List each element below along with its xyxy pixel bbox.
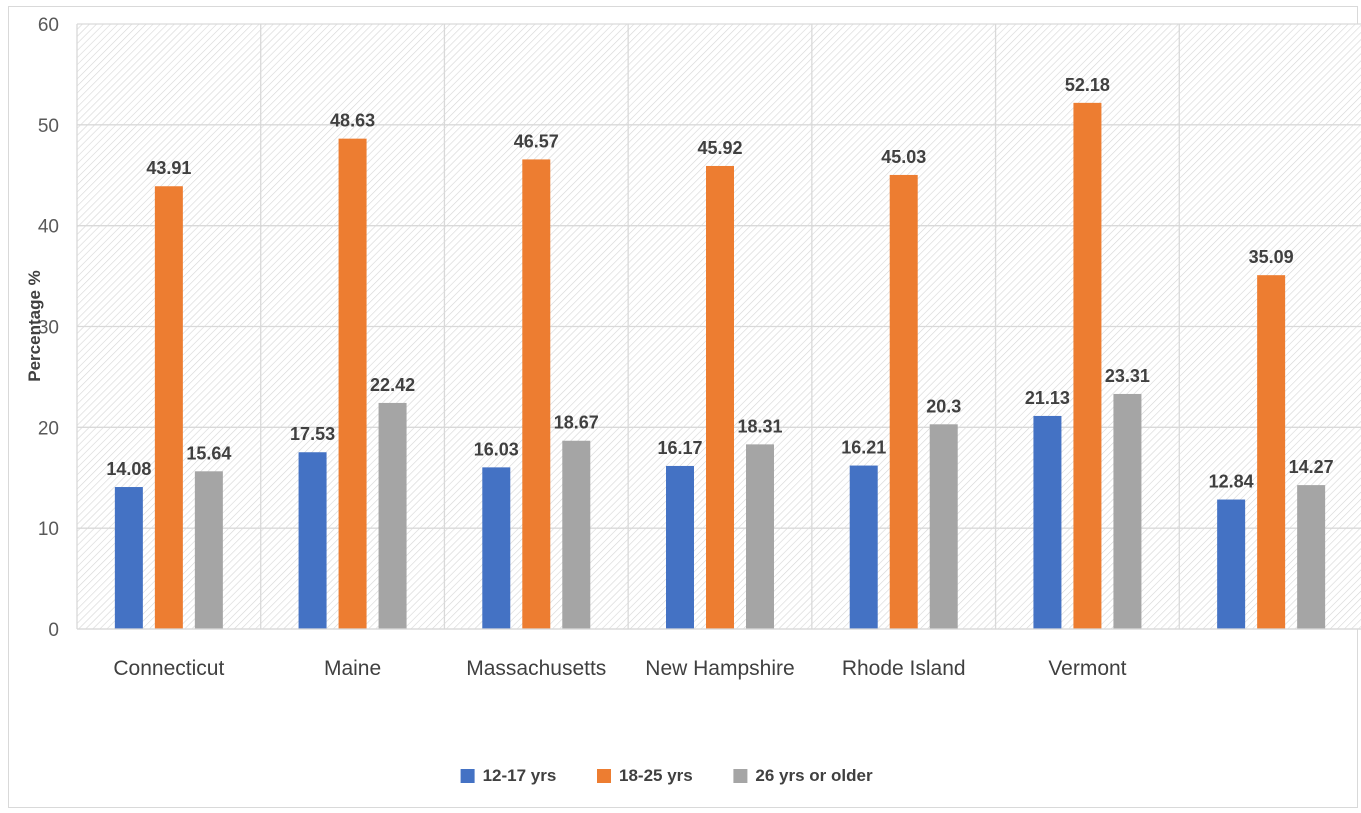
legend-swatch (460, 769, 475, 783)
bar-12-17-yrs-connecticut (114, 487, 143, 629)
bar-18-25-yrs-maine (338, 138, 367, 629)
legend: 12-17 yrs 18-25 yrs 26 yrs or older (460, 766, 873, 785)
data-label: 45.92 (697, 138, 742, 158)
bar-12-17-yrs-rhode-island (849, 465, 878, 629)
data-label: 48.63 (330, 111, 375, 131)
x-axis: Connecticut Maine Massachusetts New Hampshi… (77, 628, 1361, 680)
legend-item-12-17-yrs: 12-17 yrs (460, 766, 557, 785)
data-label: 14.08 (106, 459, 151, 479)
bar-12-17-yrs-maine (298, 452, 327, 629)
legend-swatch (597, 769, 611, 783)
bar-26-yrs-or-older-massachusetts (562, 440, 591, 629)
data-label: 18.67 (554, 413, 599, 433)
legend-label: 18-25 yrs (619, 766, 693, 785)
y-tick-label: 30 (38, 318, 59, 339)
x-category-label: Vermont (1048, 657, 1126, 680)
legend-label: 12-17 yrs (483, 766, 557, 785)
data-label: 35.09 (1249, 247, 1294, 267)
y-tick-label: 50 (38, 116, 59, 137)
x-category-label: Maine (324, 657, 381, 680)
bar-12-17-yrs-6 (1217, 499, 1246, 629)
bar-26-yrs-or-older-connecticut (194, 471, 223, 629)
y-axis: 0 10 20 30 40 50 60 (38, 15, 59, 641)
y-tick-label: 20 (38, 418, 59, 439)
data-label: 22.42 (370, 375, 415, 395)
data-label: 23.31 (1105, 366, 1150, 386)
bar-18-25-yrs-massachusetts (522, 159, 551, 629)
bar-26-yrs-or-older-new-hampshire (746, 444, 774, 629)
legend-swatch (733, 769, 748, 783)
x-category-label: Massachusetts (466, 657, 606, 680)
data-label: 18.31 (737, 416, 782, 436)
bar-12-17-yrs-vermont (1033, 415, 1062, 629)
legend-item-26-yrs-or-older: 26 yrs or older (733, 766, 873, 785)
x-category-label: Connecticut (113, 657, 224, 680)
x-category-label: Rhode Island (842, 657, 966, 680)
y-tick-label: 60 (38, 15, 59, 36)
data-label: 16.17 (657, 438, 702, 458)
data-label: 20.3 (926, 396, 961, 416)
bar-26-yrs-or-older-vermont (1113, 393, 1142, 629)
data-label: 15.64 (186, 443, 231, 463)
y-axis-title: Percentage % (25, 270, 44, 382)
bar-26-yrs-or-older-6 (1297, 485, 1326, 629)
bar-18-25-yrs-vermont (1073, 102, 1102, 629)
data-label: 43.91 (146, 158, 191, 178)
bar-18-25-yrs-connecticut (154, 186, 183, 629)
bars (114, 102, 1326, 629)
data-label: 12.84 (1209, 472, 1254, 492)
bar-26-yrs-or-older-rhode-island (929, 424, 958, 629)
data-label: 21.13 (1025, 388, 1070, 408)
x-category-label: New Hampshire (645, 657, 794, 680)
legend-label: 26 yrs or older (755, 766, 873, 785)
y-tick-label: 0 (48, 620, 59, 641)
data-label: 16.03 (474, 439, 519, 459)
bar-12-17-yrs-new-hampshire (666, 465, 694, 629)
y-tick-label: 10 (38, 519, 59, 540)
data-labels: 14.08 43.91 15.64 17.53 48.63 22.42 16.03 46.57… (106, 75, 1333, 492)
legend-item-18-25-yrs: 18-25 yrs (597, 766, 693, 785)
y-tick-label: 40 (38, 217, 59, 238)
data-label: 46.57 (514, 131, 559, 151)
data-label: 17.53 (290, 424, 335, 444)
data-label: 16.21 (841, 438, 886, 458)
data-label: 45.03 (881, 147, 926, 167)
bar-18-25-yrs-rhode-island (889, 174, 918, 629)
bar-26-yrs-or-older-maine (378, 402, 407, 629)
bar-18-25-yrs-6 (1257, 275, 1286, 629)
bar-12-17-yrs-massachusetts (482, 467, 511, 629)
data-label: 14.27 (1289, 457, 1334, 477)
bar-18-25-yrs-new-hampshire (706, 165, 734, 629)
data-label: 52.18 (1065, 75, 1110, 95)
